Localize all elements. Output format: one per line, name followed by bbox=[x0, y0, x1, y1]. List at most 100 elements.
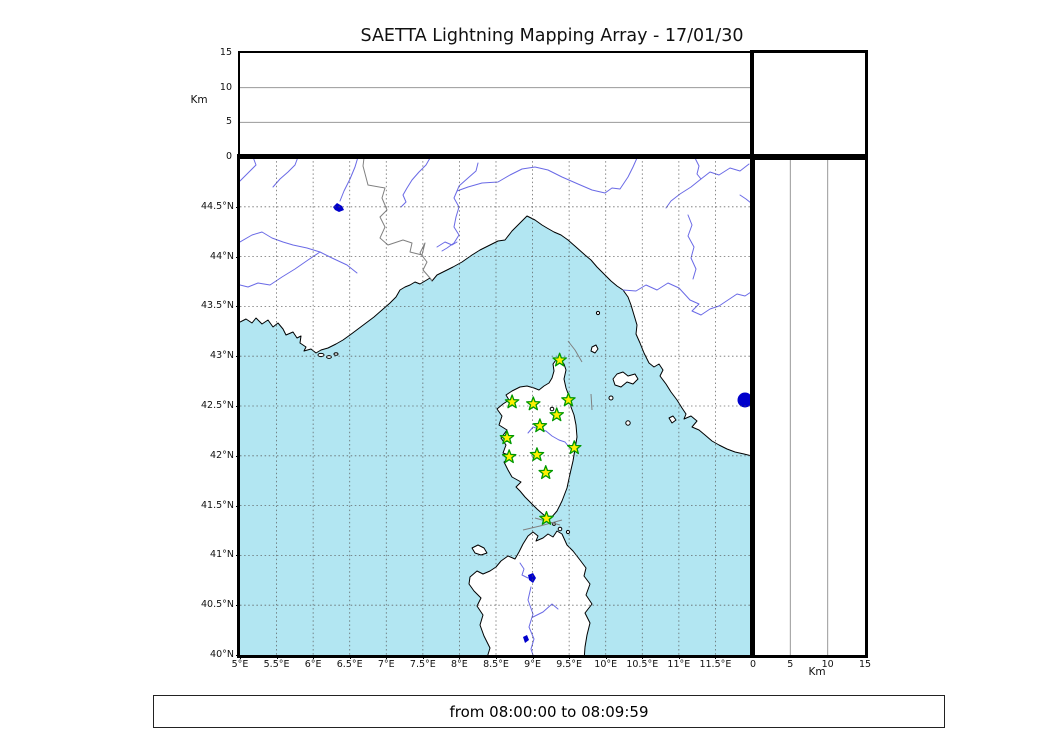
lat-tick-label: 40.5°N bbox=[200, 599, 234, 611]
maddalena-islet-1 bbox=[557, 526, 563, 532]
lat-tick-mark bbox=[236, 256, 240, 258]
lat-tick-mark bbox=[236, 455, 240, 457]
lma-station-marker bbox=[549, 407, 565, 422]
lon-tick-label: 11.5°E bbox=[699, 659, 732, 670]
alt-km-tick-label: 0 bbox=[749, 659, 757, 670]
lon-tick-mark bbox=[276, 655, 278, 659]
lma-station-marker bbox=[499, 430, 515, 445]
lma-station-marker bbox=[532, 418, 548, 433]
alt-km-tick-label: 5 bbox=[787, 659, 794, 670]
lon-tick-label: 8°E bbox=[451, 659, 468, 670]
alt-km-tick-label: 15 bbox=[858, 659, 872, 670]
lake-sardinia-south bbox=[523, 635, 529, 643]
lat-tick-mark bbox=[236, 605, 240, 607]
lon-tick-label: 10°E bbox=[594, 659, 618, 670]
lon-tick-mark bbox=[386, 655, 388, 659]
lon-tick-mark bbox=[642, 655, 644, 659]
lat-tick-label: 44.5°N bbox=[200, 200, 234, 212]
lat-tick-label: 44°N bbox=[210, 250, 234, 262]
lat-tick-mark bbox=[236, 505, 240, 507]
map-panel bbox=[240, 157, 752, 655]
lon-tick-mark bbox=[349, 655, 351, 659]
lon-tick-mark bbox=[605, 655, 607, 659]
lon-tick-mark bbox=[569, 655, 571, 659]
mainland-coast bbox=[240, 157, 752, 457]
alt-km-tick-label: 10 bbox=[219, 81, 232, 93]
right-km-axis-caption: Km bbox=[808, 666, 826, 678]
giglio-island bbox=[668, 415, 677, 424]
lat-tick-label: 42.5°N bbox=[200, 400, 234, 411]
lat-tick-label: 42°N bbox=[210, 449, 234, 461]
lon-tick-mark bbox=[532, 655, 534, 659]
capraia-island bbox=[590, 344, 599, 354]
alt-km-tick-label: 0 bbox=[225, 151, 232, 162]
hyeres-island-1 bbox=[317, 352, 325, 358]
lat-tick-label: 41°N bbox=[210, 549, 234, 561]
lon-tick-label: 10.5°E bbox=[626, 659, 659, 670]
lon-tick-mark bbox=[715, 655, 717, 659]
lat-tick-label: 43°N bbox=[210, 350, 234, 362]
lon-tick-label: 6.5°E bbox=[336, 659, 363, 670]
alt-vs-lat-panel bbox=[753, 157, 865, 655]
alt-vs-lon-panel bbox=[240, 53, 752, 157]
lon-tick-label: 7°E bbox=[377, 659, 395, 670]
lon-tick-mark bbox=[459, 655, 461, 659]
rivers bbox=[240, 157, 752, 655]
lat-tick-mark bbox=[236, 406, 240, 407]
lat-tick-mark bbox=[236, 206, 240, 208]
alt-km-tick-label: 15 bbox=[219, 47, 232, 58]
lat-tick-label: 41.5°N bbox=[200, 499, 234, 511]
lon-tick-label: 8.5°E bbox=[483, 659, 509, 670]
lat-tick-mark bbox=[236, 356, 240, 358]
lat-tick-mark bbox=[236, 306, 240, 308]
montecristo-island bbox=[625, 420, 631, 426]
lake-coghinas bbox=[528, 573, 536, 583]
lma-station-marker bbox=[504, 394, 520, 409]
lon-tick-mark bbox=[313, 655, 315, 659]
lat-tick-mark bbox=[236, 655, 240, 656]
alt-km-tick-label: 10 bbox=[821, 659, 834, 670]
time-range-box: from 08:00:00 to 08:09:59 bbox=[153, 695, 945, 728]
lma-station-marker bbox=[561, 392, 576, 407]
hyeres-island-3 bbox=[333, 352, 339, 356]
lat-tick-label: 43.5°N bbox=[200, 300, 234, 312]
lon-tick-mark bbox=[422, 655, 424, 659]
lma-station-marker bbox=[529, 447, 545, 462]
pianosa-island bbox=[608, 395, 614, 401]
alt-vs-lat-plot bbox=[789, 157, 829, 655]
lon-tick-label: 7.5°E bbox=[409, 659, 436, 670]
lma-station-marker bbox=[566, 440, 582, 455]
alt-km-tick-label: 5 bbox=[225, 116, 232, 128]
asinara-island bbox=[471, 544, 488, 556]
top-km-axis-caption: Km bbox=[190, 94, 208, 106]
lakes bbox=[333, 203, 752, 643]
alt-vs-lon-plot bbox=[240, 87, 752, 123]
lon-tick-label: 6°E bbox=[304, 659, 322, 670]
islet-east-corsica bbox=[549, 406, 555, 412]
lake-serre-poncon bbox=[333, 203, 344, 212]
lon-tick-mark bbox=[678, 655, 680, 659]
lma-station-marker bbox=[538, 465, 554, 480]
alt-histogram-panel bbox=[753, 53, 865, 157]
lma-station-marker bbox=[525, 396, 541, 411]
map-canvas bbox=[240, 157, 752, 655]
lon-tick-label: 11°E bbox=[667, 659, 691, 670]
page-title: SAETTA Lightning Mapping Array - 17/01/3… bbox=[360, 26, 744, 46]
lon-tick-label: 9.5°E bbox=[556, 659, 583, 670]
lat-tick-label: 40°N bbox=[210, 649, 234, 660]
lon-tick-mark bbox=[496, 655, 497, 659]
graticule bbox=[240, 157, 752, 655]
lma-station-marker bbox=[552, 352, 567, 367]
lon-tick-label: 5°E bbox=[231, 659, 249, 670]
lon-tick-label: 9°E bbox=[524, 659, 541, 670]
time-range-label: from 08:00:00 to 08:09:59 bbox=[449, 702, 649, 721]
lon-tick-label: 5.5°E bbox=[263, 659, 290, 670]
lat-tick-mark bbox=[236, 555, 240, 557]
gorgona-island bbox=[595, 310, 601, 316]
lma-station-marker bbox=[501, 449, 517, 464]
lake-bolsena bbox=[737, 392, 752, 408]
elba-island bbox=[612, 371, 639, 388]
lma-stations bbox=[499, 352, 582, 525]
lma-station-marker bbox=[539, 510, 554, 525]
